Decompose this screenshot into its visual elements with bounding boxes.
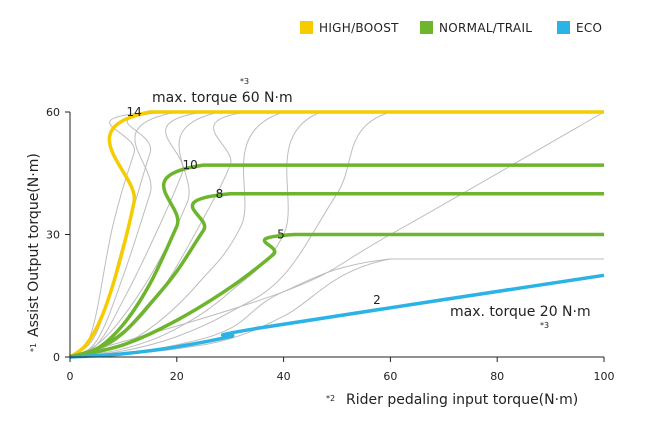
x-tick-label-20: 20 xyxy=(170,370,184,383)
series-label-2: 2 xyxy=(373,293,381,307)
x-axis-label: Rider pedaling input torque(N·m) xyxy=(346,392,578,408)
legend-item-high-boost: HIGH/BOOST xyxy=(300,21,399,35)
y-tick-label-60: 60 xyxy=(46,106,60,119)
x-tick-label-80: 80 xyxy=(490,370,504,383)
legend-item-normal-trail: NORMAL/TRAIL xyxy=(420,21,532,35)
legend-swatch-normal-trail xyxy=(420,21,433,34)
ticks: 0 20 40 60 80 100 0 30 60 xyxy=(46,106,615,383)
series-label-14: 14 xyxy=(126,105,141,119)
y-axis-note: *1 xyxy=(29,343,38,352)
legend: HIGH/BOOST NORMAL/TRAIL ECO xyxy=(300,21,602,35)
legend-label-normal-trail: NORMAL/TRAIL xyxy=(439,21,532,35)
annotation-max-20: max. torque 20 N·m xyxy=(450,304,591,320)
reference-curve-11 xyxy=(69,111,605,358)
x-tick-label-40: 40 xyxy=(277,370,291,383)
curve-labels: 14 10 8 5 2 xyxy=(126,105,380,307)
legend-item-eco: ECO xyxy=(557,21,602,35)
y-axis-label: Assist Output torque(N·m) xyxy=(26,153,42,337)
x-axis-note: *2 xyxy=(326,394,335,403)
y-tick-label-0: 0 xyxy=(53,351,60,364)
reference-curve-2 xyxy=(69,111,604,358)
x-tick-label-0: 0 xyxy=(67,370,74,383)
x-tick-label-60: 60 xyxy=(383,370,397,383)
series-label-5: 5 xyxy=(277,228,285,242)
series-label-8: 8 xyxy=(216,187,224,201)
legend-swatch-eco xyxy=(557,21,570,34)
series-line-8 xyxy=(69,191,604,359)
reference-curve-4 xyxy=(69,111,604,358)
reference-curve-7 xyxy=(69,111,604,358)
series-curves xyxy=(68,110,605,359)
reference-curve-8 xyxy=(69,111,604,358)
y-tick-label-30: 30 xyxy=(46,229,60,242)
legend-swatch-high-boost xyxy=(300,21,313,34)
series-line-5 xyxy=(69,232,604,359)
series-line-14 xyxy=(68,110,604,359)
annotation-max-20-note: *3 xyxy=(540,321,549,330)
annotation-max-60-note: *3 xyxy=(240,77,249,86)
x-tick-label-100: 100 xyxy=(594,370,615,383)
legend-label-high-boost: HIGH/BOOST xyxy=(319,21,399,35)
series-label-10: 10 xyxy=(183,158,198,172)
annotation-max-60: max. torque 60 N·m xyxy=(152,90,293,106)
legend-label-eco: ECO xyxy=(576,21,602,35)
reference-curve-5 xyxy=(69,111,604,358)
series-line-2 xyxy=(69,273,605,359)
